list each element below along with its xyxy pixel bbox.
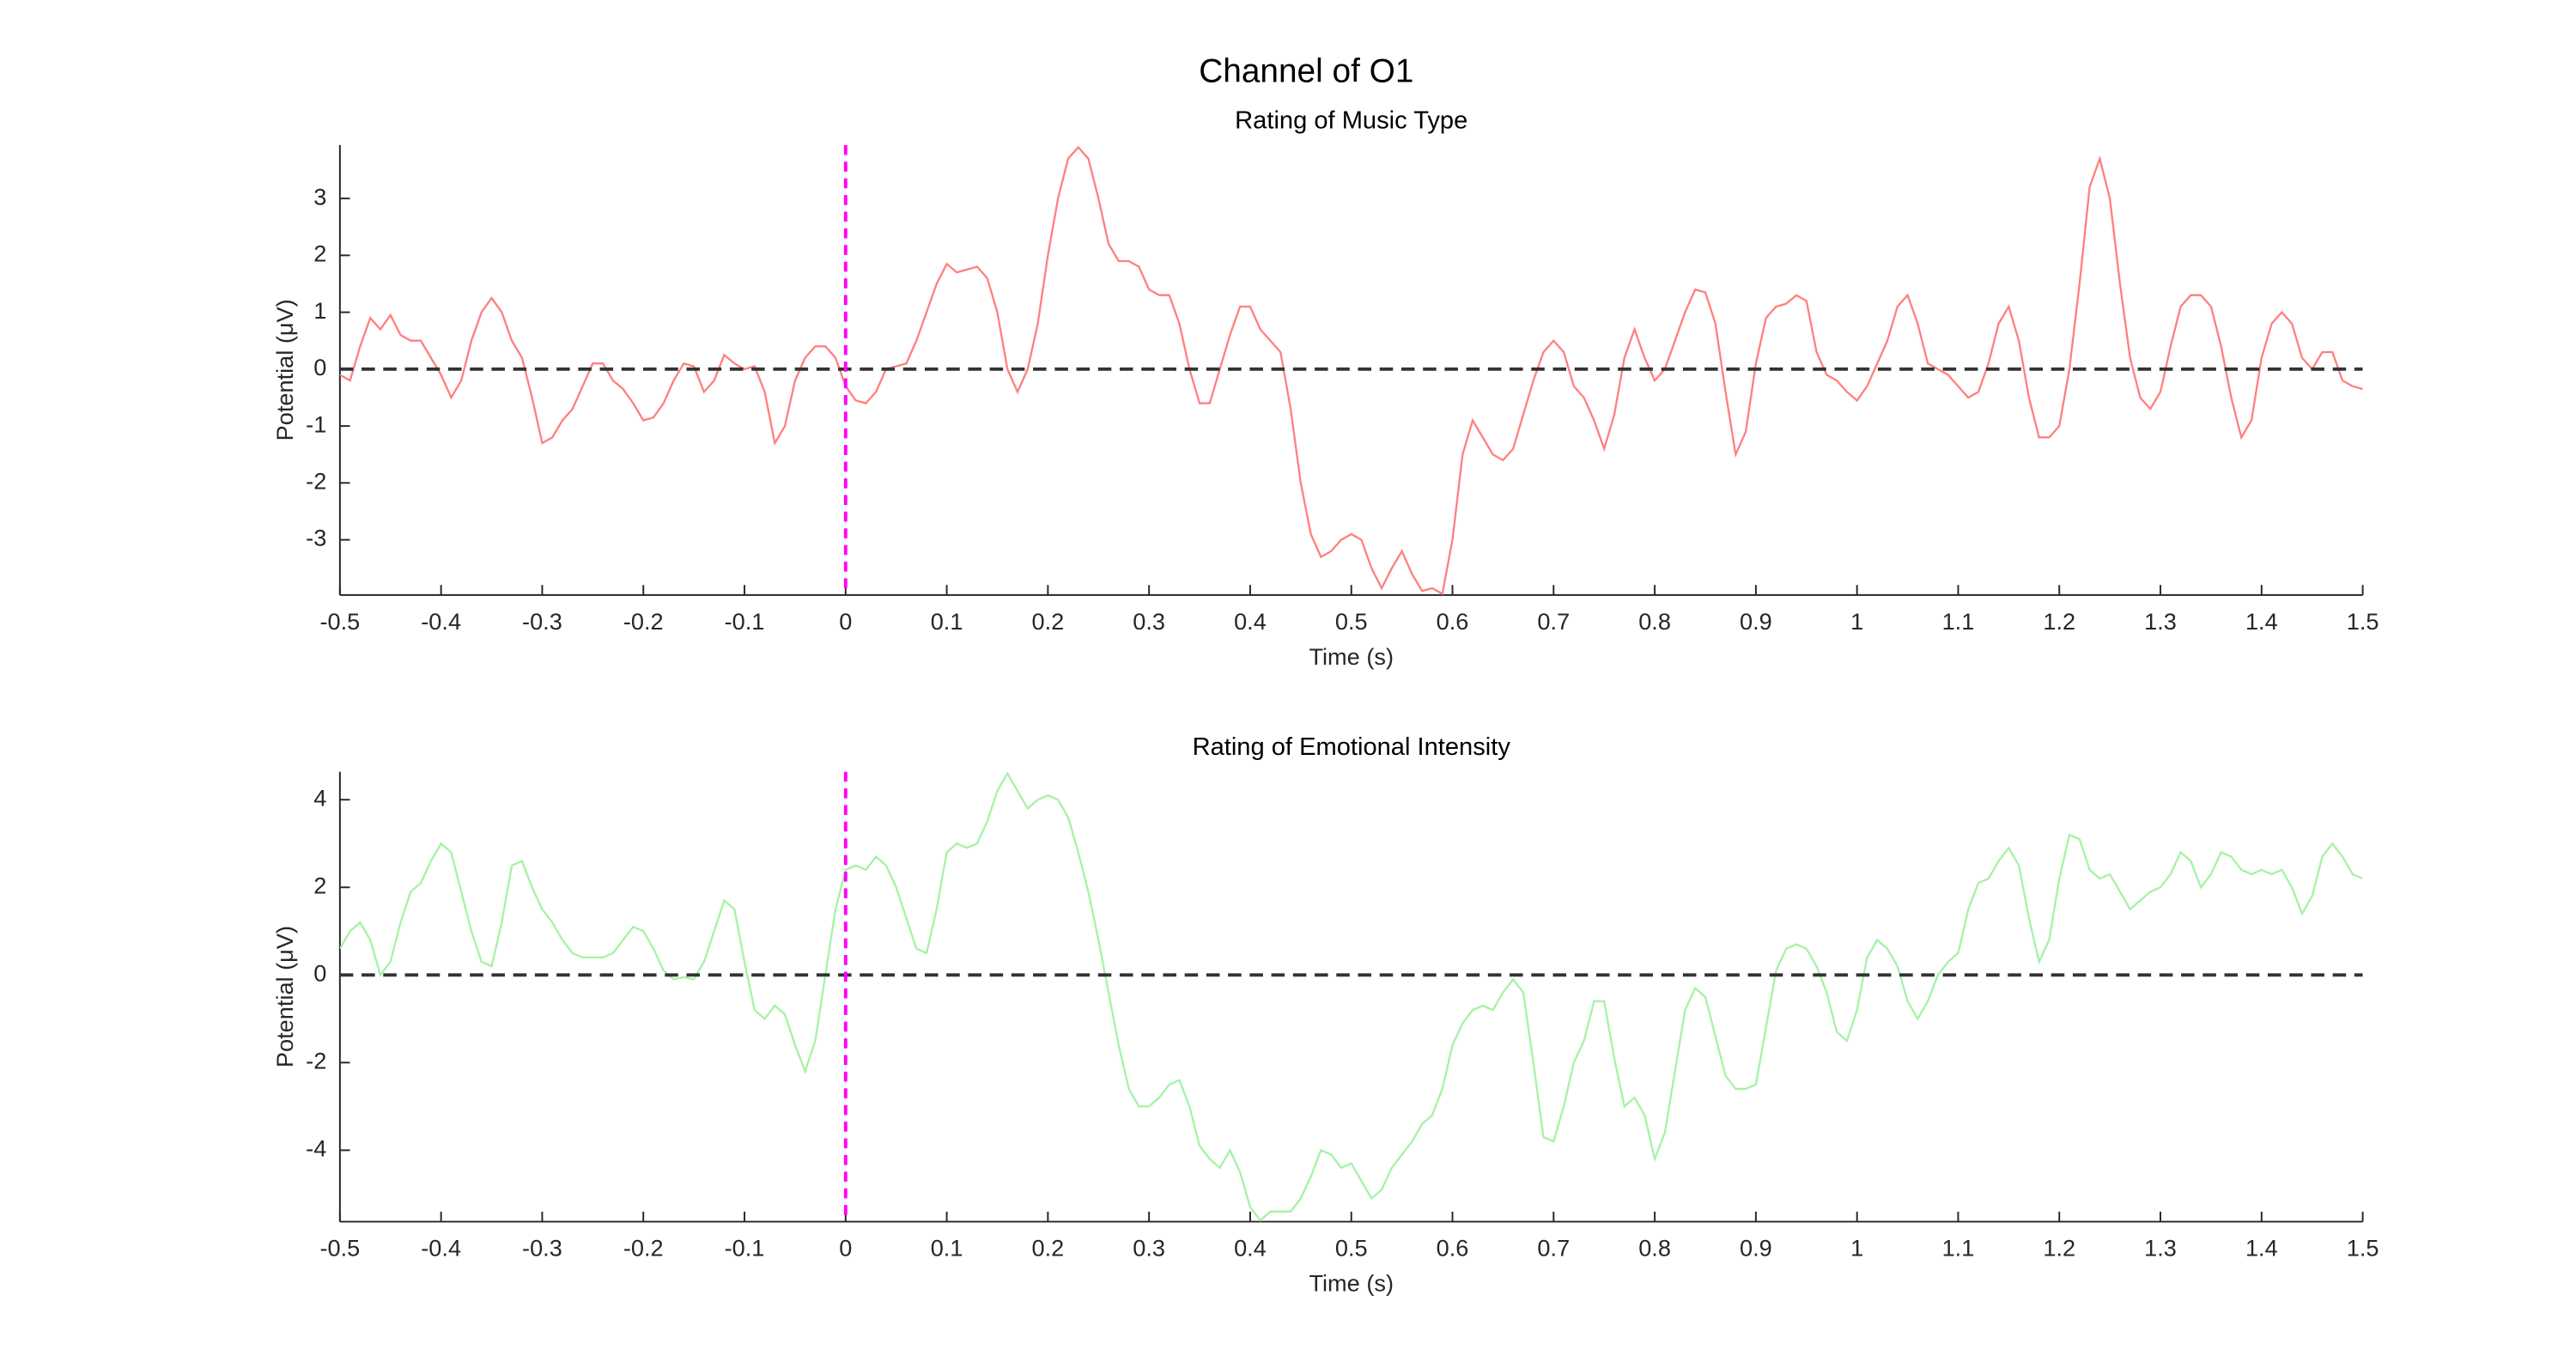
axes-title: Rating of Emotional Intensity [1193, 733, 1511, 761]
x-tick-label: 1.3 [2144, 608, 2177, 635]
x-tick-label: 1.3 [2144, 1235, 2177, 1262]
y-tick-label: -2 [306, 468, 326, 495]
x-tick-label: 0.9 [1740, 608, 1772, 635]
y-axis-label: Potential (μV) [271, 299, 298, 441]
x-tick-label: 1.5 [2347, 608, 2379, 635]
x-tick-label: 0.4 [1234, 1235, 1267, 1262]
y-tick-label: 3 [313, 183, 326, 210]
y-tick-label: 2 [313, 872, 326, 898]
x-tick-label: -0.3 [522, 608, 562, 635]
x-tick-label: 0.6 [1437, 608, 1469, 635]
x-tick-label: -0.1 [725, 1235, 765, 1262]
axes-title: Rating of Music Type [1235, 106, 1467, 134]
x-tick-label: 0.9 [1740, 1235, 1772, 1262]
y-tick-label: 4 [313, 784, 326, 811]
x-tick-label: 1.4 [2245, 608, 2278, 635]
x-tick-label: -0.4 [421, 1235, 461, 1262]
x-tick-label: 0 [839, 608, 852, 635]
x-tick-label: -0.1 [725, 608, 765, 635]
x-tick-label: -0.5 [319, 1235, 360, 1262]
x-axis-label: Time (s) [1309, 643, 1394, 670]
y-tick-label: 2 [313, 240, 326, 267]
x-tick-label: -0.2 [623, 1235, 664, 1262]
x-tick-label: 0.5 [1335, 608, 1368, 635]
x-tick-label: -0.5 [319, 608, 360, 635]
x-tick-label: 0.8 [1638, 608, 1671, 635]
plot-area [339, 144, 2363, 595]
x-tick-label: 0.2 [1031, 608, 1064, 635]
x-tick-label: 1.1 [1942, 1235, 1975, 1262]
y-tick-label: 0 [313, 959, 326, 986]
x-tick-label: 0.7 [1537, 1235, 1570, 1262]
x-tick-label: 0.5 [1335, 1235, 1368, 1262]
x-tick-label: 1 [1850, 608, 1863, 635]
x-tick-label: 0.8 [1638, 1235, 1671, 1262]
x-tick-label: 0.1 [931, 608, 963, 635]
x-tick-label: 0.7 [1537, 608, 1570, 635]
y-tick-label: -3 [306, 525, 326, 551]
x-tick-label: 1.2 [2043, 608, 2075, 635]
y-tick-label: -2 [306, 1048, 326, 1074]
x-tick-label: -0.2 [623, 608, 664, 635]
y-tick-label: 1 [313, 297, 326, 324]
x-tick-label: -0.3 [522, 1235, 562, 1262]
x-tick-label: 1.2 [2043, 1235, 2075, 1262]
x-tick-label: -0.4 [421, 608, 461, 635]
y-tick-label: 0 [313, 354, 326, 380]
x-tick-label: 0.6 [1437, 1235, 1469, 1262]
data-line [339, 145, 2363, 595]
x-tick-label: 1.1 [1942, 608, 1975, 635]
x-tick-label: 0.1 [931, 1235, 963, 1262]
x-tick-label: 0.3 [1133, 1235, 1165, 1262]
x-tick-label: 1.5 [2347, 1235, 2379, 1262]
figure-title: Channel of O1 [1199, 53, 1413, 90]
x-tick-label: 1 [1850, 1235, 1863, 1262]
plot-area [339, 771, 2363, 1222]
y-axis-label: Potential (μV) [271, 926, 298, 1067]
x-tick-label: 0.3 [1133, 608, 1165, 635]
x-tick-label: 0.4 [1234, 608, 1267, 635]
x-tick-label: 1.4 [2245, 1235, 2278, 1262]
x-tick-label: 0.2 [1031, 1235, 1064, 1262]
data-line [339, 771, 2363, 1222]
x-tick-label: 0 [839, 1235, 852, 1262]
x-axis-label: Time (s) [1309, 1269, 1394, 1296]
y-tick-label: -1 [306, 410, 326, 437]
y-tick-label: -4 [306, 1135, 326, 1162]
